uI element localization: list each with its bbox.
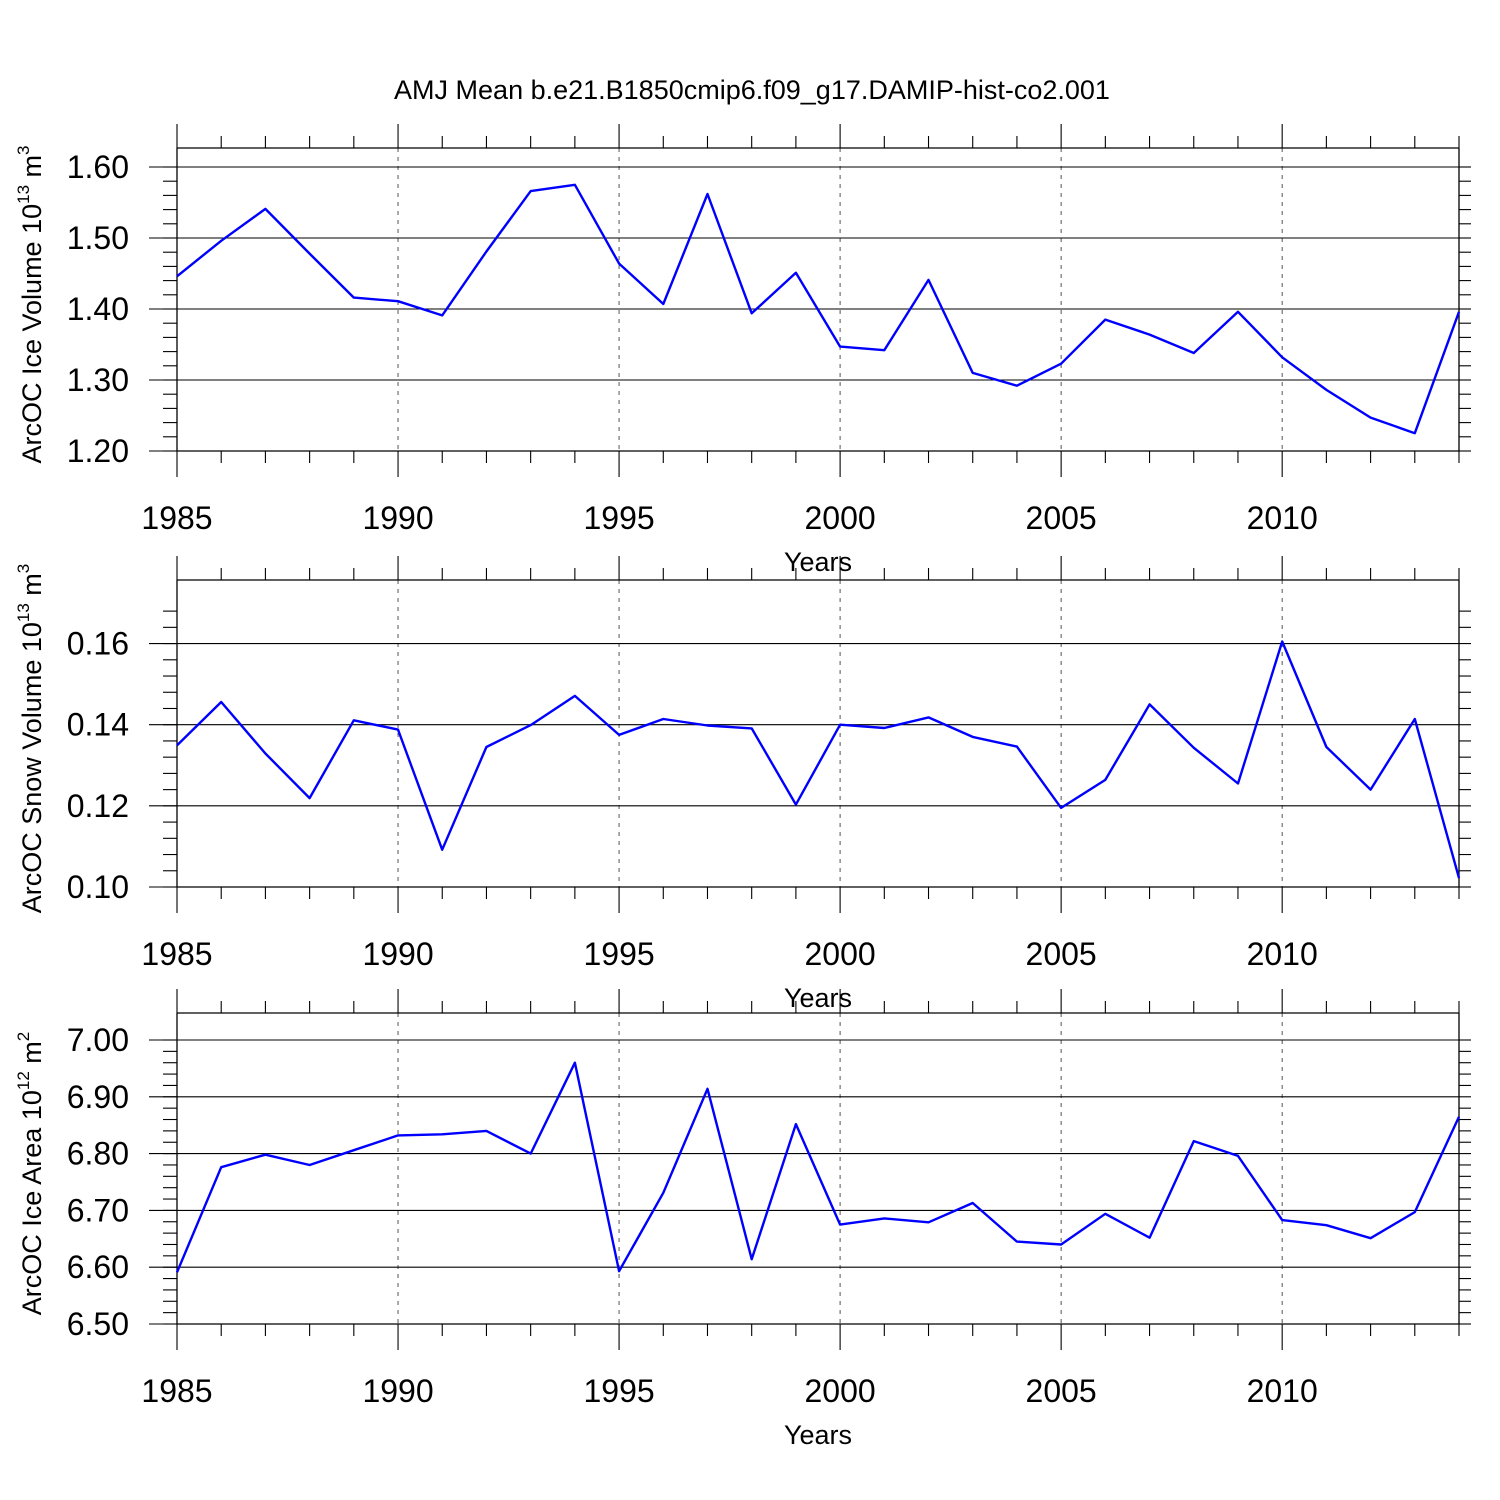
x-axis-label: Years xyxy=(784,983,852,1013)
y-axis-label-unit: m xyxy=(17,1041,47,1071)
panel-2: 0.10 0.12 0.14 0.16 1985 1990 1995 2000 2005 2010… xyxy=(14,556,1471,1013)
y-axis-label-unit-exponent: 3 xyxy=(14,145,33,154)
y-tick-label: 6.70 xyxy=(67,1192,129,1228)
y-axis-label-unit: m xyxy=(17,573,47,603)
x-tick-label: 1985 xyxy=(141,1373,212,1409)
y-axis-label-exponent: 12 xyxy=(14,1071,33,1090)
x-axis-label: Years xyxy=(784,547,852,577)
y-axis-label-unit: m xyxy=(17,155,47,185)
panels: 1.20 1.30 1.40 1.50 1.60 1985 1990 1995 2000 2005… xyxy=(14,124,1471,1450)
y-axis-label-unit-exponent: 3 xyxy=(14,564,33,573)
y-tick-label: 1.20 xyxy=(67,433,129,469)
figure-title: AMJ Mean b.e21.B1850cmip6.f09_g17.DAMIP-… xyxy=(394,75,1110,105)
x-axis-label: Years xyxy=(784,1420,852,1450)
y-tick-label: 0.14 xyxy=(67,707,129,743)
y-axis-label-exponent: 13 xyxy=(14,603,33,622)
x-tick-label: 1995 xyxy=(583,1373,654,1409)
y-tick-label: 0.10 xyxy=(67,869,129,905)
panel-1: 1.20 1.30 1.40 1.50 1.60 1985 1990 1995 2000 2005… xyxy=(14,124,1471,577)
y-tick-label: 1.30 xyxy=(67,362,129,398)
y-axis-label-text: ArcOC Ice Area 10 xyxy=(17,1090,47,1315)
x-tick-label: 2010 xyxy=(1247,936,1318,972)
y-axis-label-unit-exponent: 2 xyxy=(14,1032,33,1041)
x-tick-label: 2005 xyxy=(1026,1373,1097,1409)
x-tick-label: 2010 xyxy=(1247,1373,1318,1409)
y-tick-label: 7.00 xyxy=(67,1022,129,1058)
y-tick-label: 1.40 xyxy=(67,291,129,327)
y-tick-label: 6.60 xyxy=(67,1249,129,1285)
y-tick-label: 0.16 xyxy=(67,626,129,662)
x-tick-label: 2000 xyxy=(805,1373,876,1409)
series-line xyxy=(176,640,1461,879)
x-tick-label: 1995 xyxy=(583,936,654,972)
y-axis-label-text: ArcOC Ice Volume 10 xyxy=(17,204,47,464)
y-tick-label: 6.80 xyxy=(67,1136,129,1172)
y-axis-label-exponent: 13 xyxy=(14,185,33,204)
x-tick-label: 2000 xyxy=(805,500,876,536)
x-tick-label: 1985 xyxy=(141,500,212,536)
x-tick-label: 2010 xyxy=(1247,500,1318,536)
x-tick-label: 1990 xyxy=(362,936,433,972)
y-tick-label: 6.50 xyxy=(67,1306,129,1342)
panel-3: 6.50 6.60 6.70 6.80 6.90 7.00 1985 1990 1995 2000… xyxy=(14,989,1471,1450)
y-tick-label: 1.50 xyxy=(67,220,129,256)
y-axis-label: ArcOC Ice Volume 1013 m3 xyxy=(14,145,47,463)
series-line xyxy=(176,183,1461,435)
y-axis-label: ArcOC Snow Volume 1013 m3 xyxy=(14,564,47,914)
x-tick-label: 2005 xyxy=(1026,936,1097,972)
x-tick-label: 1990 xyxy=(362,500,433,536)
y-tick-label: 1.60 xyxy=(67,149,129,185)
x-tick-label: 1985 xyxy=(141,936,212,972)
y-axis-label-text: ArcOC Snow Volume 10 xyxy=(17,622,47,913)
y-tick-label: 6.90 xyxy=(67,1079,129,1115)
x-tick-label: 2000 xyxy=(805,936,876,972)
x-tick-label: 1995 xyxy=(583,500,654,536)
series-line xyxy=(175,1061,1461,1273)
x-tick-label: 2005 xyxy=(1026,500,1097,536)
x-tick-label: 1990 xyxy=(362,1373,433,1409)
y-axis-label: ArcOC Ice Area 1012 m2 xyxy=(14,1032,47,1316)
y-tick-label: 0.12 xyxy=(67,788,129,824)
